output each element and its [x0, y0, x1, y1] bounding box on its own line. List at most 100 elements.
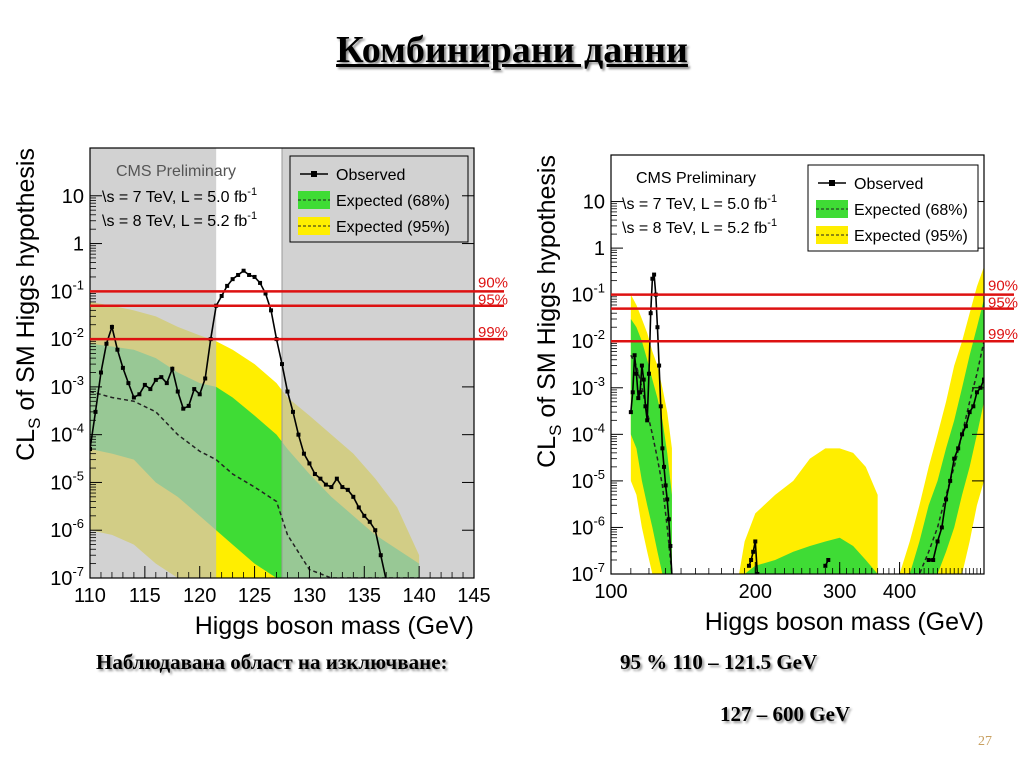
- y-tick-label: 10-5: [571, 467, 605, 493]
- observed-point: [655, 325, 660, 330]
- observed-point: [948, 478, 953, 483]
- observed-point: [192, 387, 197, 392]
- observed-point: [142, 382, 147, 387]
- observed-point: [285, 389, 290, 394]
- y-axis-label-cl: CL: [12, 429, 40, 461]
- observed-point: [115, 347, 120, 352]
- legend-box: [289, 155, 469, 243]
- x-tick-label: 135: [348, 585, 381, 607]
- observed-point: [751, 549, 756, 554]
- y-axis-label-sub: S: [25, 418, 44, 429]
- lumi-label: \s = 8 TeV, L = 5.2 fb-1: [622, 217, 777, 237]
- observed-point: [660, 446, 665, 451]
- observed-point: [630, 390, 635, 395]
- observed-point: [98, 370, 103, 375]
- observed-point: [926, 557, 931, 562]
- observed-point: [269, 308, 274, 313]
- y-tick-base: 10: [571, 424, 593, 446]
- observed-point: [652, 272, 657, 277]
- page-number: 27: [978, 734, 992, 749]
- observed-point: [974, 390, 979, 395]
- observed-point: [186, 403, 191, 408]
- x-tick-label: 115: [129, 585, 161, 607]
- y-tick-exp: -6: [72, 516, 84, 531]
- observed-point: [203, 376, 208, 381]
- observed-point: [931, 557, 936, 562]
- observed-point: [323, 482, 328, 487]
- cl-label: 99%: [478, 324, 508, 341]
- observed-point: [280, 362, 284, 367]
- x-axis-label: Higgs boson mass (GeV): [195, 612, 474, 640]
- observed-point: [373, 528, 378, 533]
- observed-point: [351, 494, 356, 499]
- expected-68-band: [739, 537, 878, 574]
- observed-point: [657, 363, 662, 368]
- y-tick-label: 10-3: [50, 373, 84, 399]
- y-tick-label: 10-7: [571, 560, 605, 586]
- observed-point: [823, 563, 828, 568]
- observed-point: [356, 505, 361, 510]
- observed-point: [126, 381, 131, 386]
- y-tick-label: 1: [594, 238, 605, 260]
- excluded-region-shade: [90, 148, 217, 578]
- x-tick-label: 145: [457, 585, 490, 607]
- y-tick-label: 10-4: [50, 421, 84, 447]
- observed-point: [301, 451, 306, 456]
- observed-point: [159, 375, 164, 380]
- observed-point: [296, 432, 301, 437]
- x-tick-label: 130: [293, 585, 326, 607]
- lumi-label: \s = 8 TeV, L = 5.2 fb-1: [102, 210, 257, 230]
- observed-point: [939, 525, 944, 530]
- exclusion-range-2: 127 – 600 GeV: [720, 702, 851, 726]
- observed-point: [247, 272, 252, 277]
- observed-point: [120, 365, 125, 370]
- exclusion-range-1: 95 % 110 – 121.5 GeV: [620, 650, 818, 674]
- observed-point: [290, 409, 295, 414]
- observed-point: [662, 464, 667, 469]
- cl-label: 99%: [988, 326, 1018, 343]
- y-tick-label: 10-1: [50, 277, 84, 303]
- y-tick-base: 10: [50, 568, 72, 590]
- y-tick-label: 10-7: [50, 564, 84, 590]
- y-tick-label: 10-2: [50, 325, 84, 351]
- y-tick-label: 10-4: [571, 420, 605, 446]
- lumi-text: \s = 8 TeV, L = 5.2 fb: [102, 213, 247, 230]
- observed-point: [645, 418, 650, 423]
- y-tick-exp: -3: [593, 374, 605, 389]
- y-tick-exp: -7: [593, 560, 605, 575]
- observed-point: [362, 513, 367, 518]
- x-tick-label: 125: [238, 585, 271, 607]
- observed-point: [646, 371, 651, 376]
- legend-68-label: Expected (68%): [854, 202, 968, 219]
- observed-point: [749, 557, 754, 562]
- y-tick-base: 10: [571, 285, 593, 307]
- lumi-exp: -1: [247, 210, 257, 222]
- observed-point: [312, 472, 317, 477]
- observed-point: [648, 311, 653, 316]
- cms-preliminary-label: CMS Preliminary: [636, 170, 756, 187]
- lumi-exp: -1: [247, 186, 257, 198]
- observed-point: [164, 381, 169, 386]
- lumi-text: \s = 8 TeV, L = 5.2 fb: [622, 220, 767, 237]
- lumi-label: \s = 7 TeV, L = 5.0 fb-1: [102, 186, 257, 206]
- observed-point: [378, 553, 383, 558]
- observed-point: [334, 476, 339, 481]
- observed-point: [826, 557, 831, 562]
- x-tick-label: 200: [739, 581, 772, 603]
- y-tick-exp: -1: [72, 277, 84, 292]
- y-tick-exp: -7: [72, 564, 84, 579]
- y-tick-base: 10: [50, 472, 72, 494]
- cl-label: 95%: [478, 292, 508, 309]
- y-tick-exp: -6: [593, 513, 605, 528]
- expected-95-band: [899, 266, 984, 574]
- y-tick-exp: -3: [72, 373, 84, 388]
- observed-point: [345, 487, 350, 492]
- legend-68-label: Expected (68%): [336, 193, 450, 210]
- y-tick-base: 10: [571, 471, 593, 493]
- x-tick-label: 140: [402, 585, 435, 607]
- observed-point: [153, 377, 158, 382]
- observed-point: [967, 410, 972, 415]
- observed-point: [746, 563, 751, 568]
- exclusion-label: Наблюдавана област на изключване:: [96, 650, 448, 674]
- y-tick-base: 10: [50, 329, 72, 351]
